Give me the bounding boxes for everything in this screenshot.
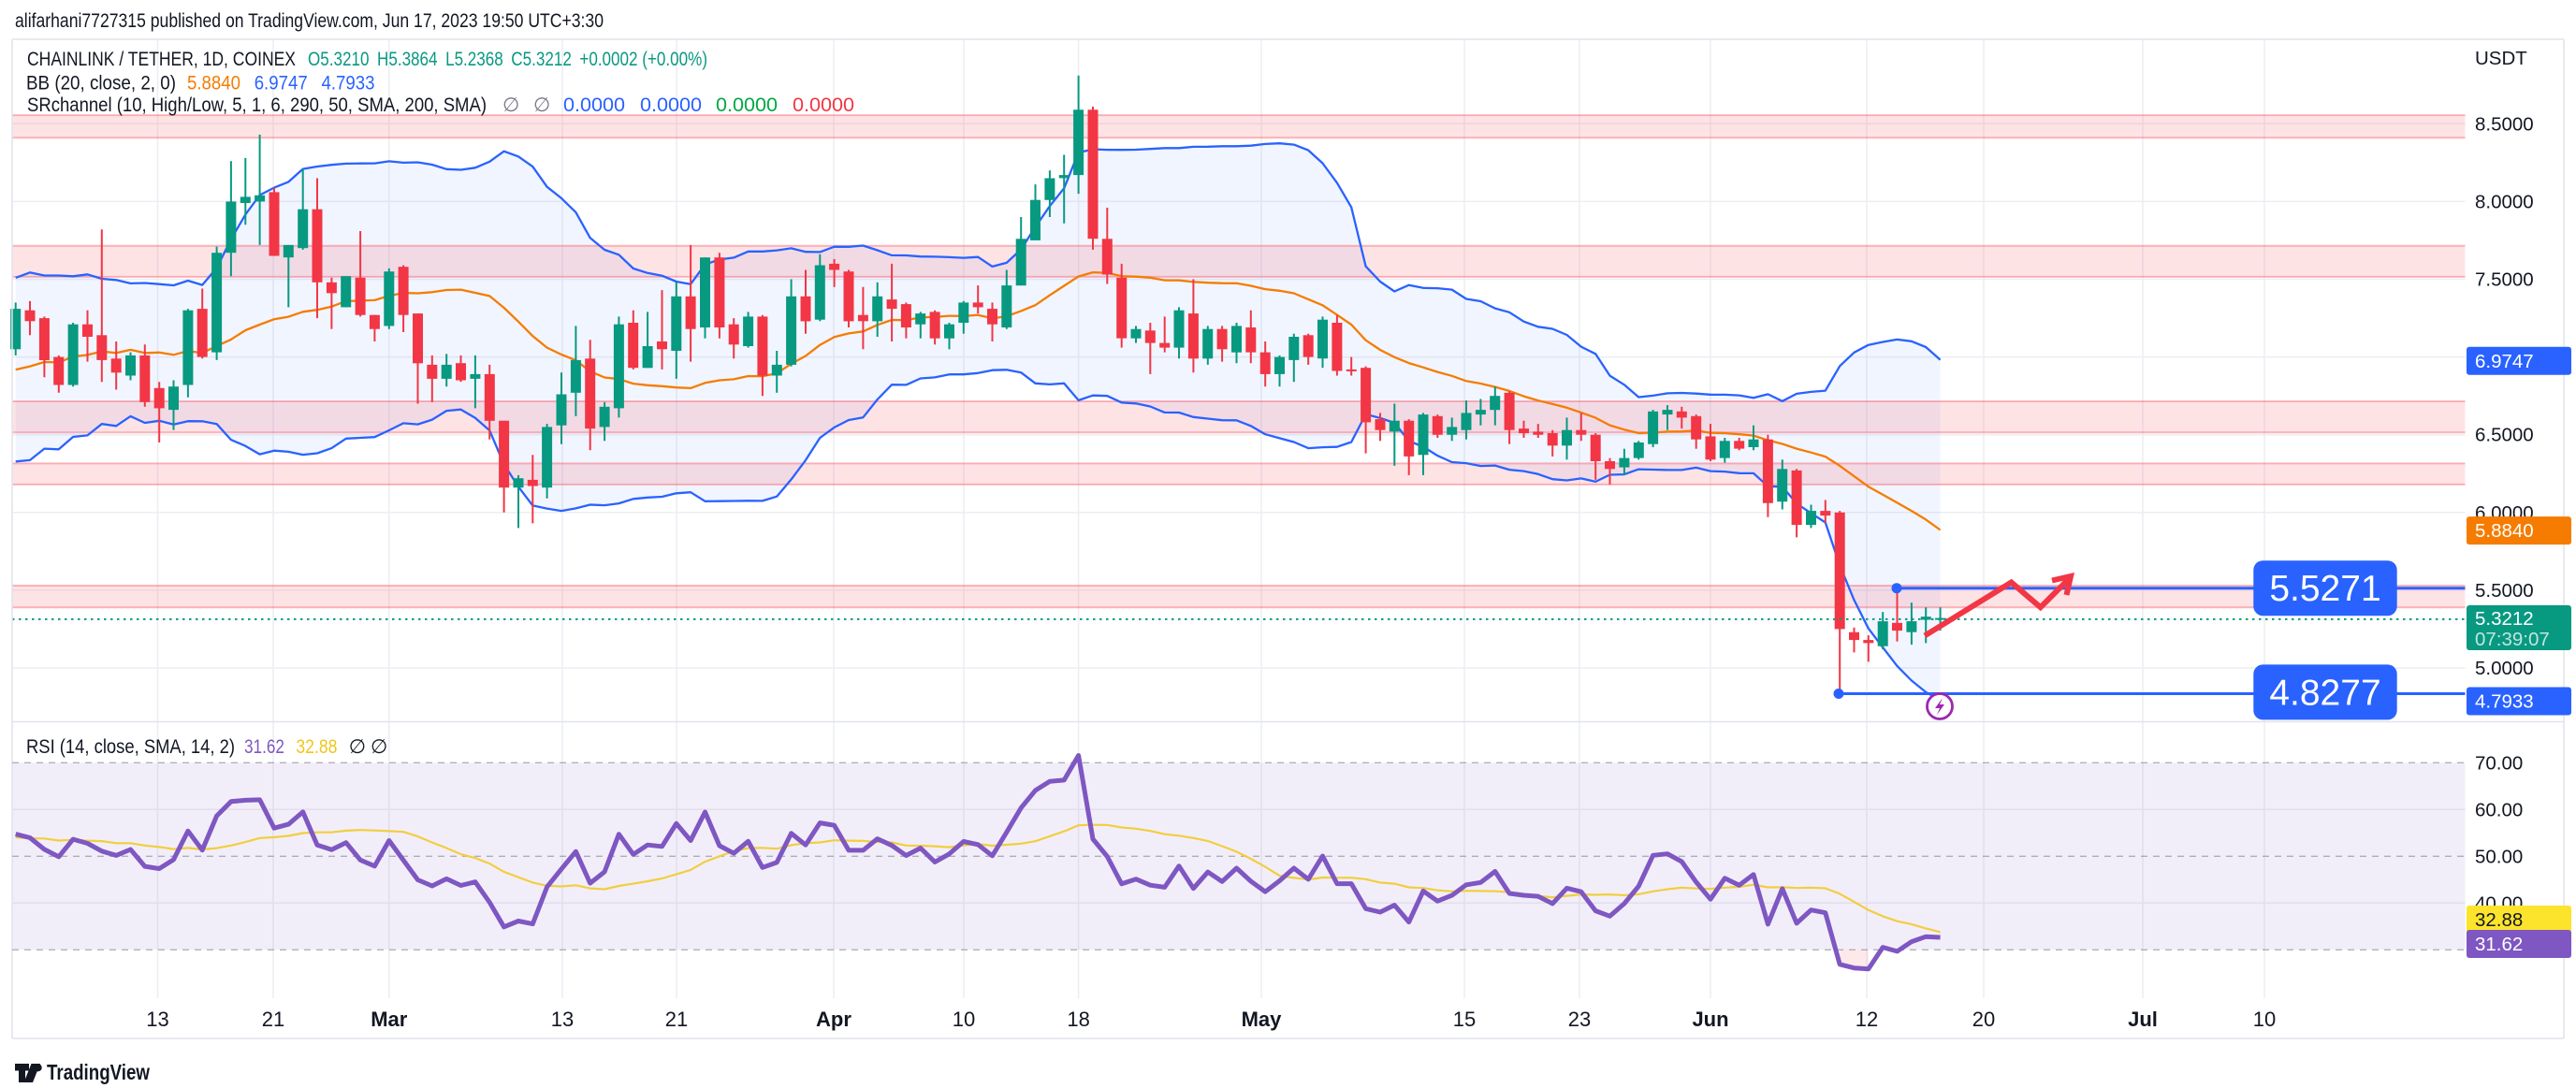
svg-text:31.62: 31.62 — [2475, 934, 2523, 955]
svg-text:32.88: 32.88 — [296, 736, 337, 758]
svg-text:TradingView: TradingView — [47, 1060, 150, 1084]
svg-text:O5.3210 H5.3864 L5.2368 C5.321: O5.3210 H5.3864 L5.2368 C5.3212 +0.0002 … — [308, 49, 707, 70]
svg-text:70.00: 70.00 — [2475, 752, 2523, 774]
svg-text:Jul: Jul — [2128, 1008, 2158, 1031]
svg-text:13: 13 — [551, 1008, 574, 1031]
svg-text:5.5000: 5.5000 — [2475, 580, 2534, 602]
svg-text:5.3212: 5.3212 — [2475, 608, 2534, 630]
svg-text:50.00: 50.00 — [2475, 846, 2523, 867]
svg-text:∅: ∅ — [502, 94, 519, 116]
svg-text:Apr: Apr — [816, 1008, 851, 1031]
svg-text:CHAINLINK / TETHER, 1D, COINEX: CHAINLINK / TETHER, 1D, COINEX — [27, 49, 296, 70]
svg-text:4.8277: 4.8277 — [2269, 673, 2380, 713]
svg-text:0.0000: 0.0000 — [640, 94, 702, 116]
svg-text:21: 21 — [665, 1008, 688, 1031]
svg-text:7.5000: 7.5000 — [2475, 269, 2534, 291]
svg-text:Mar: Mar — [371, 1008, 408, 1031]
svg-text:10: 10 — [2253, 1008, 2276, 1031]
svg-text:Jun: Jun — [1692, 1008, 1728, 1031]
svg-text:4.7933: 4.7933 — [322, 73, 375, 94]
svg-text:5.8840: 5.8840 — [2475, 520, 2534, 542]
svg-text:4.7933: 4.7933 — [2475, 691, 2534, 713]
svg-text:0.0000: 0.0000 — [793, 94, 854, 116]
svg-text:07:39:07: 07:39:07 — [2475, 629, 2550, 650]
svg-text:6.5000: 6.5000 — [2475, 425, 2534, 446]
svg-text:5.0000: 5.0000 — [2475, 658, 2534, 679]
svg-text:∅: ∅ — [533, 94, 550, 116]
svg-text:∅: ∅ — [349, 736, 366, 758]
svg-text:12: 12 — [1856, 1008, 1878, 1031]
svg-text:21: 21 — [262, 1008, 284, 1031]
svg-text:10: 10 — [953, 1008, 975, 1031]
svg-text:May: May — [1242, 1008, 1283, 1031]
svg-text:0.0000: 0.0000 — [716, 94, 778, 116]
svg-text:8.5000: 8.5000 — [2475, 113, 2534, 135]
svg-text:60.00: 60.00 — [2475, 799, 2523, 820]
svg-text:18: 18 — [1067, 1008, 1089, 1031]
svg-text:∅: ∅ — [371, 736, 387, 758]
svg-text:SRchannel (10, High/Low, 5, 1,: SRchannel (10, High/Low, 5, 1, 6, 290, 5… — [27, 94, 487, 116]
svg-text:5.5271: 5.5271 — [2269, 569, 2380, 609]
svg-text:31.62: 31.62 — [244, 736, 284, 758]
svg-text:23: 23 — [1568, 1008, 1591, 1031]
svg-text:6.9747: 6.9747 — [255, 73, 308, 94]
svg-text:20: 20 — [1972, 1008, 1995, 1031]
svg-text:8.0000: 8.0000 — [2475, 191, 2534, 212]
svg-text:0.0000: 0.0000 — [563, 94, 625, 116]
svg-text:BB (20, close, 2, 0): BB (20, close, 2, 0) — [26, 73, 176, 94]
svg-text:RSI (14, close, SMA, 14, 2): RSI (14, close, SMA, 14, 2) — [26, 736, 235, 758]
svg-text:6.9747: 6.9747 — [2475, 351, 2534, 372]
svg-text:alifarhani7727315 published on: alifarhani7727315 published on TradingVi… — [15, 10, 604, 32]
svg-text:32.88: 32.88 — [2475, 909, 2523, 931]
svg-text:15: 15 — [1453, 1008, 1476, 1031]
svg-text:5.8840: 5.8840 — [187, 73, 240, 94]
svg-text:USDT: USDT — [2475, 48, 2527, 69]
svg-text:13: 13 — [146, 1008, 168, 1031]
